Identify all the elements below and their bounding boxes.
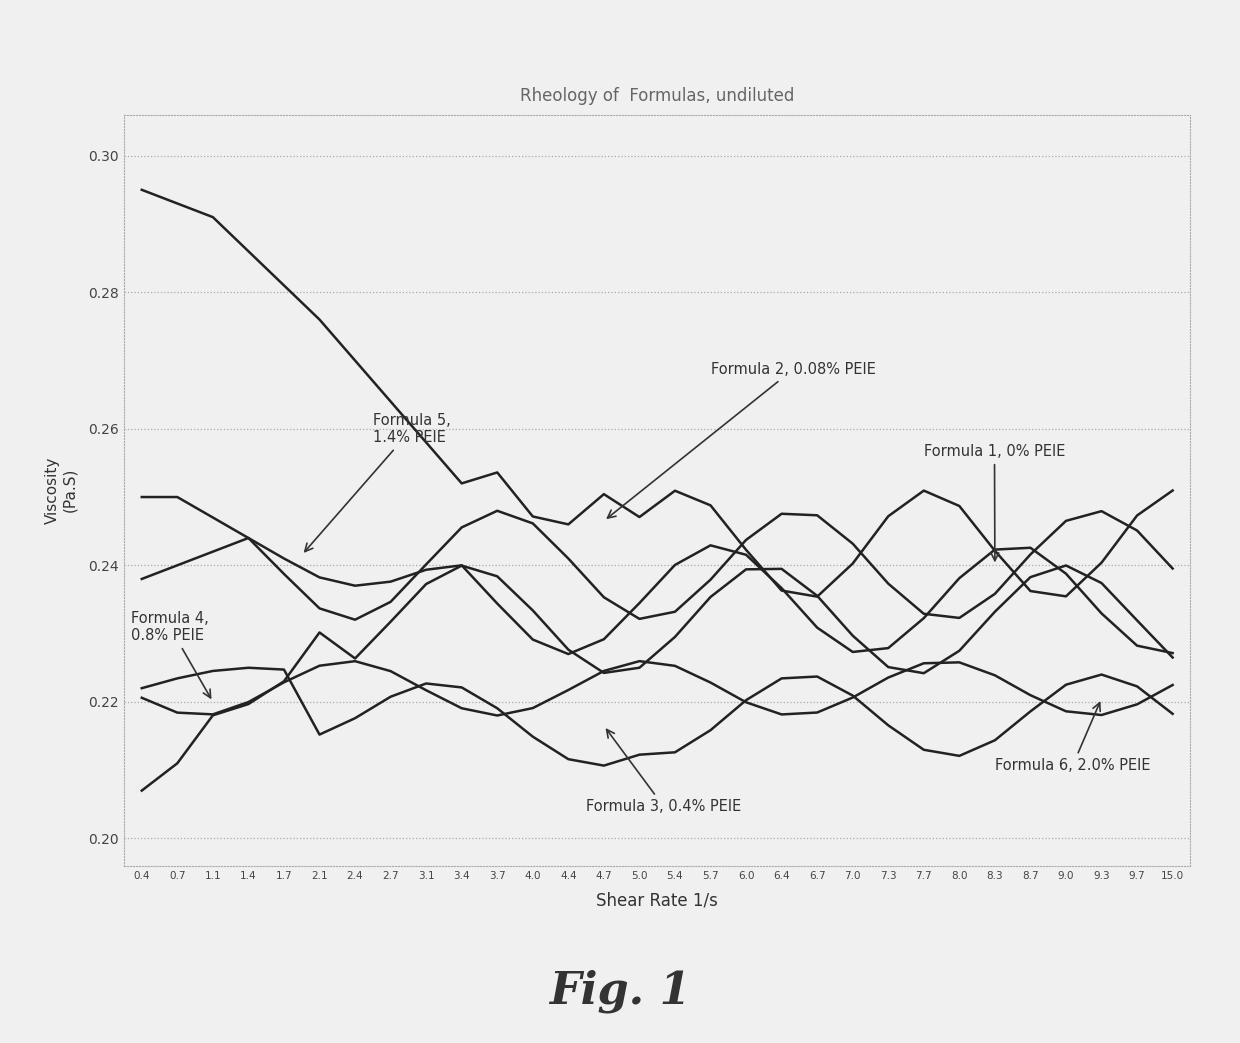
X-axis label: Shear Rate 1/s: Shear Rate 1/s — [596, 892, 718, 909]
Text: Formula 2, 0.08% PEIE: Formula 2, 0.08% PEIE — [608, 362, 875, 518]
Title: Rheology of  Formulas, undiluted: Rheology of Formulas, undiluted — [520, 87, 795, 105]
Text: Formula 5,
1.4% PEIE: Formula 5, 1.4% PEIE — [305, 413, 450, 552]
Text: Formula 4,
0.8% PEIE: Formula 4, 0.8% PEIE — [131, 611, 211, 698]
Text: Formula 3, 0.4% PEIE: Formula 3, 0.4% PEIE — [587, 729, 742, 815]
Y-axis label: Viscosity
(Pa.S): Viscosity (Pa.S) — [45, 457, 77, 524]
Text: Fig. 1: Fig. 1 — [549, 969, 691, 1013]
Text: Formula 1, 0% PEIE: Formula 1, 0% PEIE — [924, 444, 1065, 561]
Text: Formula 6, 2.0% PEIE: Formula 6, 2.0% PEIE — [994, 703, 1151, 773]
